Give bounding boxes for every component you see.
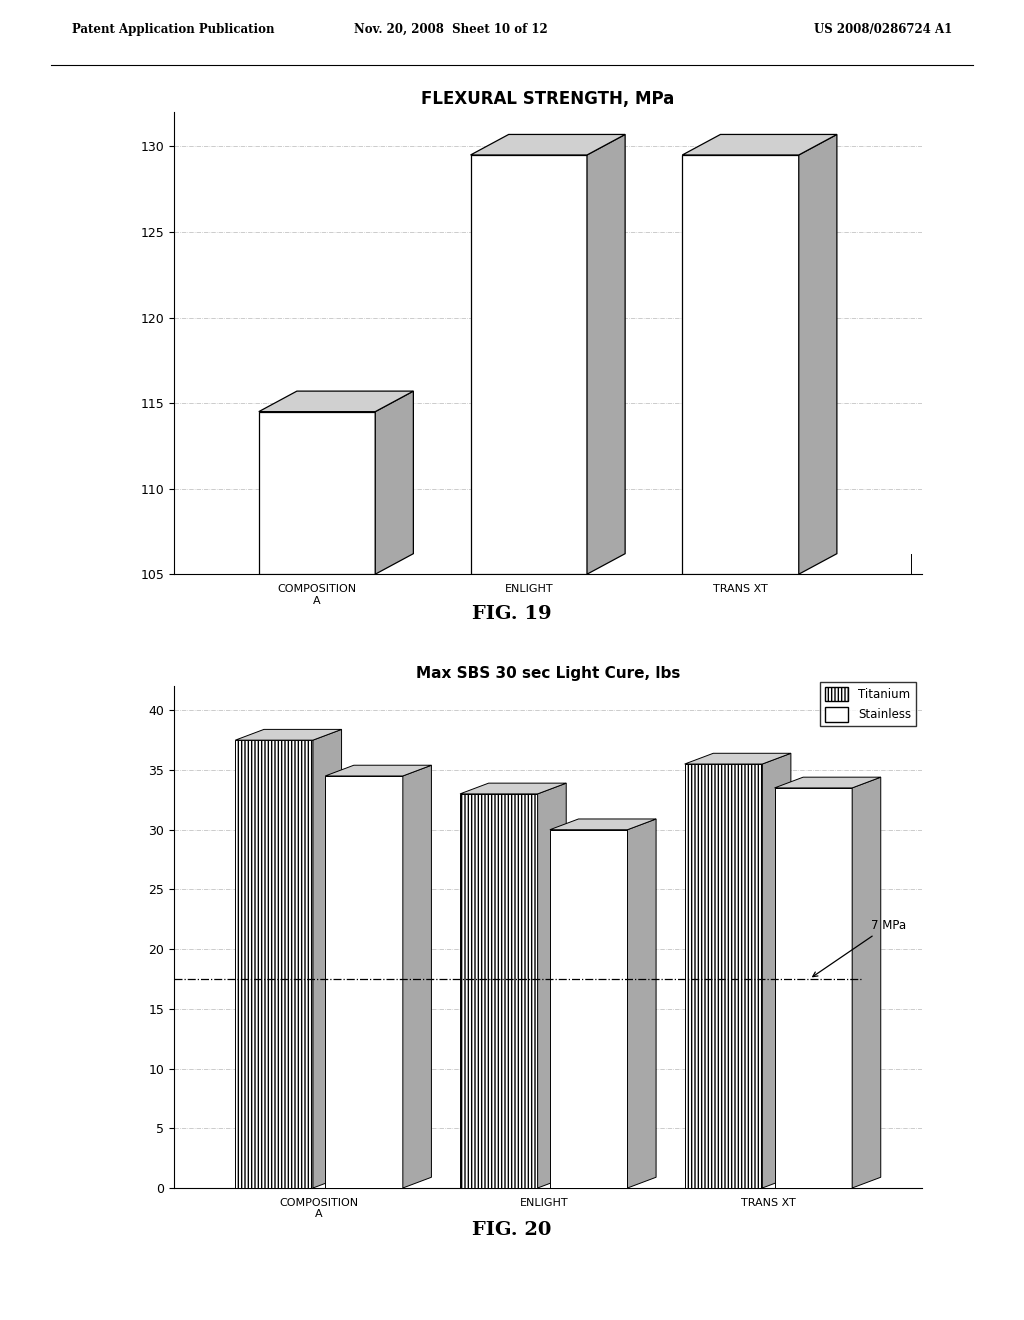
- Polygon shape: [236, 741, 313, 1188]
- Polygon shape: [685, 754, 791, 764]
- Text: US 2008/0286724 A1: US 2008/0286724 A1: [814, 22, 952, 36]
- Polygon shape: [682, 154, 799, 574]
- Polygon shape: [326, 776, 402, 1188]
- Polygon shape: [375, 391, 414, 574]
- Polygon shape: [685, 764, 762, 1188]
- Polygon shape: [259, 391, 414, 412]
- Polygon shape: [762, 754, 791, 1188]
- Polygon shape: [550, 818, 656, 830]
- Polygon shape: [628, 818, 656, 1188]
- Polygon shape: [538, 783, 566, 1188]
- Polygon shape: [313, 730, 342, 1188]
- Polygon shape: [550, 830, 628, 1188]
- Polygon shape: [460, 793, 538, 1188]
- Polygon shape: [774, 777, 881, 788]
- Polygon shape: [852, 777, 881, 1188]
- Polygon shape: [471, 135, 625, 154]
- Legend: Titanium, Stainless: Titanium, Stainless: [820, 682, 915, 726]
- Polygon shape: [460, 783, 566, 793]
- Polygon shape: [471, 154, 587, 574]
- Text: FIG. 19: FIG. 19: [472, 605, 552, 623]
- Polygon shape: [326, 766, 431, 776]
- Text: Nov. 20, 2008  Sheet 10 of 12: Nov. 20, 2008 Sheet 10 of 12: [353, 22, 548, 36]
- Title: FLEXURAL STRENGTH, MPa: FLEXURAL STRENGTH, MPa: [421, 90, 675, 108]
- Text: FIG. 20: FIG. 20: [472, 1221, 552, 1239]
- Polygon shape: [402, 766, 431, 1188]
- Polygon shape: [799, 135, 837, 574]
- Title: Max SBS 30 sec Light Cure, lbs: Max SBS 30 sec Light Cure, lbs: [416, 667, 680, 681]
- Text: 7 MPa: 7 MPa: [813, 919, 905, 977]
- Polygon shape: [774, 788, 852, 1188]
- Polygon shape: [236, 730, 342, 741]
- Polygon shape: [259, 412, 375, 574]
- Polygon shape: [682, 135, 837, 154]
- Text: Patent Application Publication: Patent Application Publication: [72, 22, 274, 36]
- Polygon shape: [587, 135, 625, 574]
